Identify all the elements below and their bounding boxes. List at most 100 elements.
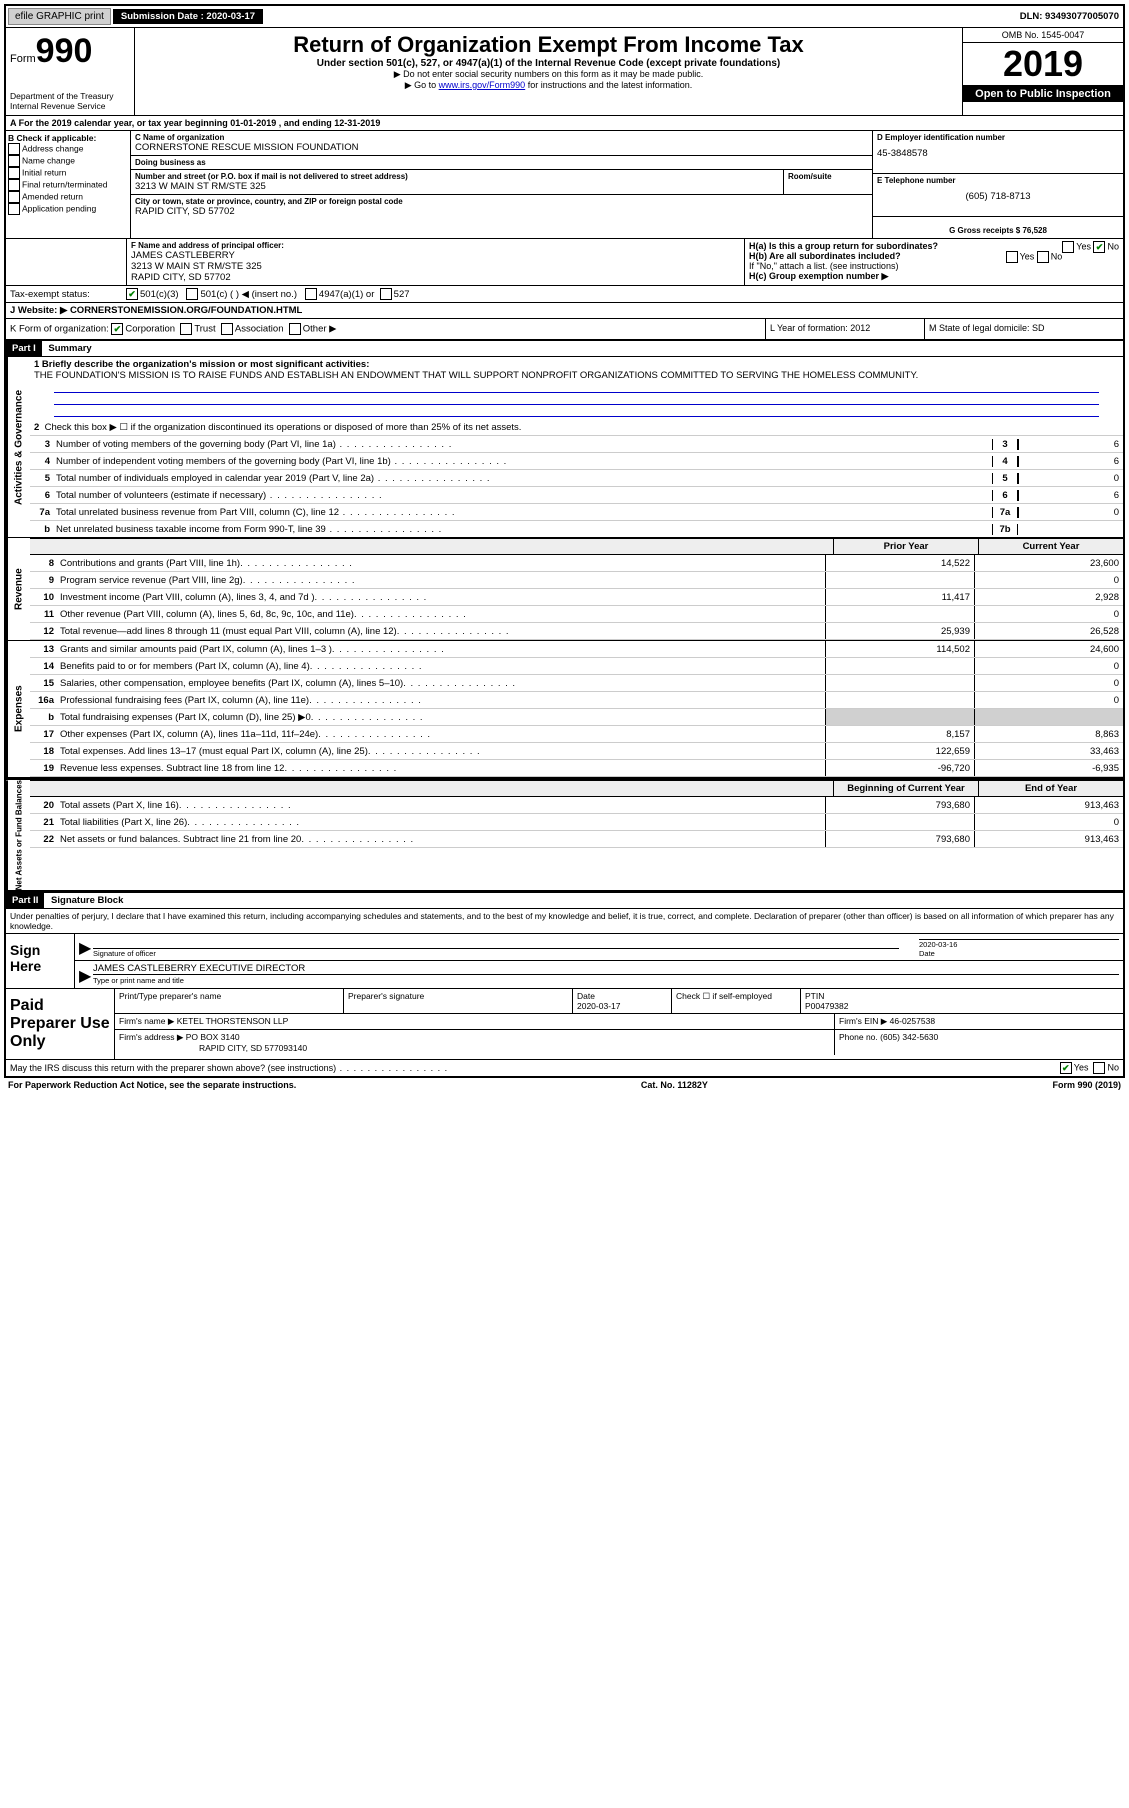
arrow-icon: ▶ <box>79 966 93 986</box>
chk-initial[interactable]: Initial return <box>8 167 128 179</box>
data-line: 22Net assets or fund balances. Subtract … <box>30 831 1123 848</box>
side-tab-netassets: Net Assets or Fund Balances <box>6 780 30 890</box>
form-subtitle: Under section 501(c), 527, or 4947(a)(1)… <box>139 58 958 69</box>
chk-other[interactable] <box>289 323 301 335</box>
form-number: Form990 <box>10 32 130 71</box>
firm-ein-cell: Firm's EIN ▶ 46-0257538 <box>835 1014 1123 1029</box>
org-name-label: C Name of organization <box>135 133 868 142</box>
side-tab-revenue: Revenue <box>6 538 30 640</box>
perjury-declaration: Under penalties of perjury, I declare th… <box>6 909 1123 933</box>
firm-phone-cell: Phone no. (605) 342-5630 <box>835 1030 1123 1055</box>
eoy-hdr: End of Year <box>978 781 1123 796</box>
date-label: Date <box>919 949 935 958</box>
officer-addr1: 3213 W MAIN ST RM/STE 325 <box>131 261 740 272</box>
hc-row: H(c) Group exemption number ▶ <box>749 271 1119 282</box>
side-tab-activities: Activities & Governance <box>6 357 30 537</box>
state-domicile: M State of legal domicile: SD <box>924 319 1123 339</box>
sig-date: 2020-03-16 <box>919 940 1119 949</box>
omb-number: OMB No. 1545-0047 <box>963 28 1123 43</box>
data-line: 9Program service revenue (Part VIII, lin… <box>30 572 1123 589</box>
data-line: bTotal fundraising expenses (Part IX, co… <box>30 709 1123 726</box>
firm-addr-cell: Firm's address ▶ PO BOX 3140RAPID CITY, … <box>115 1030 835 1055</box>
activities-governance: Activities & Governance 1 Briefly descri… <box>6 357 1123 538</box>
k-row: K Form of organization: Corporation Trus… <box>6 319 1123 341</box>
data-line: 8Contributions and grants (Part VIII, li… <box>30 555 1123 572</box>
chk-501c3[interactable] <box>126 288 138 300</box>
prep-sig-cell: Preparer's signature <box>344 989 573 1013</box>
ein-value: 45-3848578 <box>877 148 1119 159</box>
firm-name-cell: Firm's name ▶ KETEL THORSTENSON LLP <box>115 1014 835 1029</box>
chk-name[interactable]: Name change <box>8 155 128 167</box>
self-employed-cell: Check ☐ if self-employed <box>672 989 801 1013</box>
officer-name: JAMES CASTLEBERRY <box>131 250 740 261</box>
year-formation: L Year of formation: 2012 <box>765 319 924 339</box>
line1: 1 Briefly describe the organization's mi… <box>30 357 1123 420</box>
expenses-section: Expenses 13Grants and similar amounts pa… <box>6 641 1123 778</box>
summary-line: bNet unrelated business taxable income f… <box>30 520 1123 537</box>
data-line: 19Revenue less expenses. Subtract line 1… <box>30 760 1123 777</box>
officer-typed-name: JAMES CASTLEBERRY EXECUTIVE DIRECTOR <box>93 963 1119 975</box>
org-name: CORNERSTONE RESCUE MISSION FOUNDATION <box>135 142 868 153</box>
chk-527[interactable] <box>380 288 392 300</box>
data-line: 20Total assets (Part X, line 16)793,6809… <box>30 797 1123 814</box>
chk-address[interactable]: Address change <box>8 143 128 155</box>
efile-button[interactable]: efile GRAPHIC print <box>8 8 111 25</box>
box-b-title: B Check if applicable: <box>8 133 128 143</box>
page-footer: For Paperwork Reduction Act Notice, see … <box>4 1078 1125 1092</box>
instr-ssn: ▶ Do not enter social security numbers o… <box>139 69 958 80</box>
officer-label: F Name and address of principal officer: <box>131 241 740 250</box>
paid-preparer-block: Paid Preparer Use Only Print/Type prepar… <box>6 988 1123 1059</box>
chk-trust[interactable] <box>180 323 192 335</box>
tax-year: 2019 <box>963 43 1123 86</box>
phone-value: (605) 718-8713 <box>877 191 1119 202</box>
chk-amended[interactable]: Amended return <box>8 191 128 203</box>
chk-4947[interactable] <box>305 288 317 300</box>
ein-label: D Employer identification number <box>877 133 1119 142</box>
summary-line: 3Number of voting members of the governi… <box>30 435 1123 452</box>
chk-assoc[interactable] <box>221 323 233 335</box>
summary-line: 6Total number of volunteers (estimate if… <box>30 486 1123 503</box>
part2-header: Part II Signature Block <box>6 891 1123 909</box>
ha-row: H(a) Is this a group return for subordin… <box>749 241 1119 251</box>
chk-no[interactable] <box>1093 1062 1105 1074</box>
instr-link: ▶ Go to www.irs.gov/Form990 for instruct… <box>139 80 958 91</box>
chk-final[interactable]: Final return/terminated <box>8 179 128 191</box>
chk-pending[interactable]: Application pending <box>8 203 128 215</box>
may-irs-row: May the IRS discuss this return with the… <box>6 1059 1123 1076</box>
hb-note: If "No," attach a list. (see instruction… <box>749 261 1119 271</box>
officer-addr2: RAPID CITY, SD 57702 <box>131 272 740 283</box>
summary-line: 7aTotal unrelated business revenue from … <box>30 503 1123 520</box>
sig-officer-label: Signature of officer <box>93 949 156 958</box>
tax-exempt-label: Tax-exempt status: <box>10 289 126 300</box>
submission-date: Submission Date : 2020-03-17 <box>113 9 263 24</box>
netassets-section: Net Assets or Fund Balances Beginning of… <box>6 778 1123 891</box>
chk-501c[interactable] <box>186 288 198 300</box>
prior-year-hdr: Prior Year <box>833 539 978 554</box>
phone-label: E Telephone number <box>877 176 1119 185</box>
dba-label: Doing business as <box>135 158 868 167</box>
summary-line: 5Total number of individuals employed in… <box>30 469 1123 486</box>
addr-value: 3213 W MAIN ST RM/STE 325 <box>135 181 779 192</box>
side-tab-expenses: Expenses <box>6 641 30 777</box>
irs-link[interactable]: www.irs.gov/Form990 <box>439 80 526 90</box>
website-row: J Website: ▶ CORNERSTONEMISSION.ORG/FOUN… <box>6 303 1123 319</box>
data-line: 10Investment income (Part VIII, column (… <box>30 589 1123 606</box>
officer-type-label: Type or print name and title <box>93 976 184 985</box>
data-line: 13Grants and similar amounts paid (Part … <box>30 641 1123 658</box>
website-value: CORNERSTONEMISSION.ORG/FOUNDATION.HTML <box>70 305 302 316</box>
chk-corp[interactable] <box>111 323 123 335</box>
entity-block: B Check if applicable: Address change Na… <box>6 131 1123 239</box>
period-row: A For the 2019 calendar year, or tax yea… <box>6 116 1123 131</box>
part1-header: Part I Summary <box>6 341 1123 357</box>
chk-yes[interactable] <box>1060 1062 1072 1074</box>
tax-exempt-row: Tax-exempt status: 501(c)(3) 501(c) ( ) … <box>6 286 1123 303</box>
dept-treasury: Department of the Treasury Internal Reve… <box>10 91 130 111</box>
ptin-cell: PTINP00479382 <box>801 989 1123 1013</box>
paid-preparer-label: Paid Preparer Use Only <box>6 989 115 1059</box>
dln-number: DLN: 93493077005070 <box>1020 11 1123 22</box>
line2: 2 Check this box ▶ ☐ if the organization… <box>30 420 1123 435</box>
form-header: Form990 Department of the Treasury Inter… <box>6 28 1123 116</box>
data-line: 15Salaries, other compensation, employee… <box>30 675 1123 692</box>
sign-here-block: Sign Here ▶ Signature of officer 2020-03… <box>6 933 1123 988</box>
boy-hdr: Beginning of Current Year <box>833 781 978 796</box>
